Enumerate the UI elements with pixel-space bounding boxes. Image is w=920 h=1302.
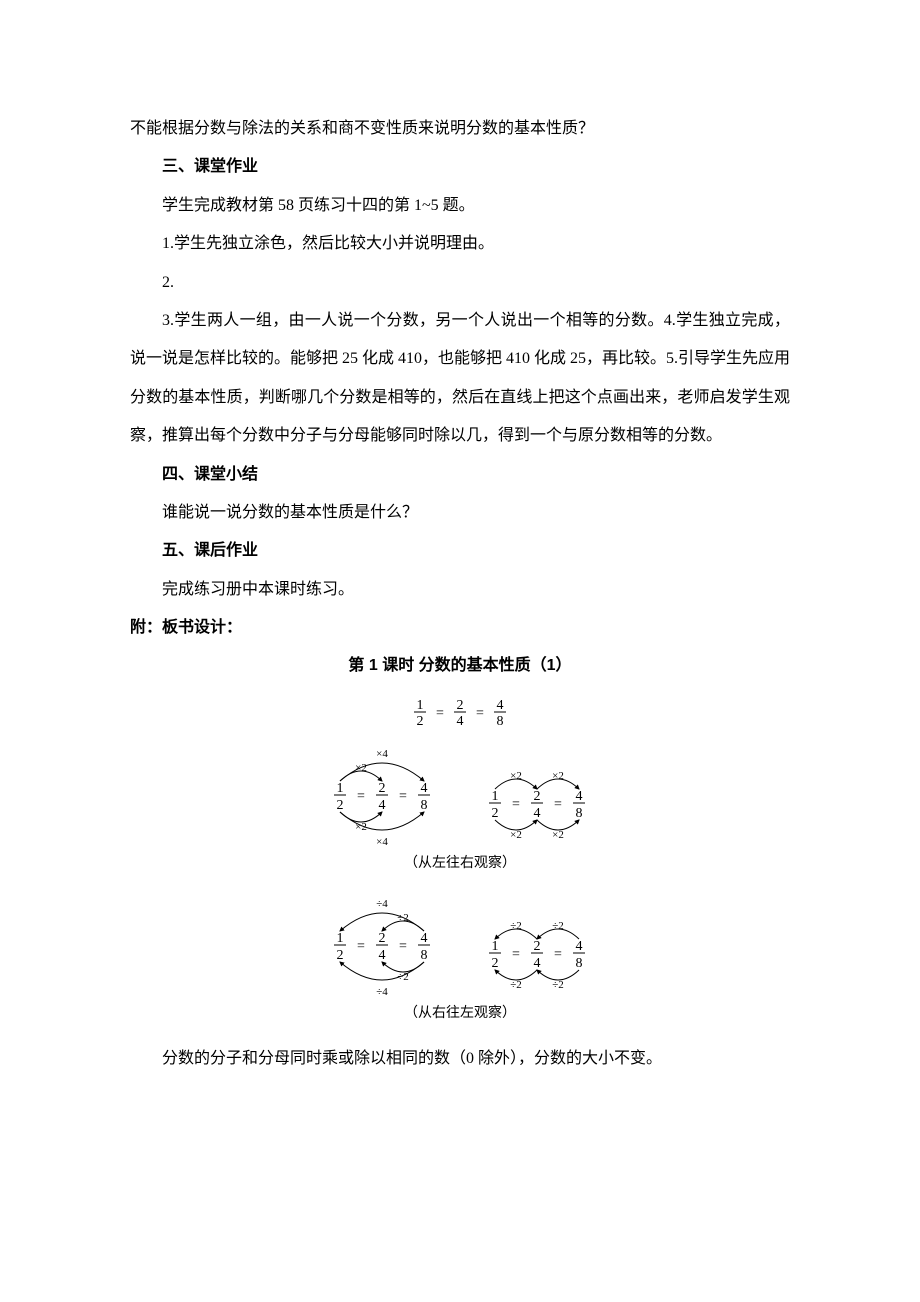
svg-text:÷4: ÷4	[376, 986, 388, 998]
svg-text:÷2: ÷2	[552, 979, 564, 991]
svg-text:4: 4	[534, 956, 541, 971]
svg-text:1: 1	[337, 781, 344, 796]
svg-text:4: 4	[576, 939, 583, 954]
svg-text:1: 1	[492, 789, 499, 804]
svg-text:=: =	[357, 939, 365, 954]
svg-text:4: 4	[379, 798, 386, 813]
svg-text:×2: ×2	[355, 762, 367, 774]
section-5-head: 五、课后作业	[130, 532, 790, 570]
svg-text:4: 4	[497, 698, 504, 713]
s3-line4: 3.学生两人一组，由一人说一个分数，另一个人说出一个相等的分数。4.学生独立完成…	[130, 302, 790, 456]
svg-text:1: 1	[492, 939, 499, 954]
svg-text:1: 1	[337, 931, 344, 946]
svg-text:8: 8	[576, 806, 583, 821]
svg-text:=: =	[554, 797, 562, 812]
para-continuation: 不能根据分数与除法的关系和商不变性质来说明分数的基本性质？	[130, 110, 790, 148]
svg-text:4: 4	[534, 806, 541, 821]
svg-text:8: 8	[497, 714, 504, 729]
svg-text:2: 2	[337, 798, 344, 813]
svg-text:×4: ×4	[376, 836, 388, 848]
svg-text:÷2: ÷2	[510, 979, 522, 991]
appendix-head: 附：板书设计：	[130, 609, 790, 647]
svg-text:2: 2	[337, 948, 344, 963]
s3-line2: 1.学生先独立涂色，然后比较大小并说明理由。	[130, 225, 790, 263]
svg-text:2: 2	[492, 806, 499, 821]
svg-text:=: =	[436, 706, 444, 721]
svg-text:×2: ×2	[510, 770, 522, 782]
svg-text:4: 4	[576, 789, 583, 804]
s3-line1: 学生完成教材第 58 页练习十四的第 1~5 题。	[130, 187, 790, 225]
svg-text:×2: ×2	[552, 829, 564, 841]
svg-text:2: 2	[534, 789, 541, 804]
svg-text:=: =	[476, 706, 484, 721]
section-4-head: 四、课堂小结	[130, 456, 790, 494]
svg-text:÷2: ÷2	[552, 920, 564, 932]
svg-text:÷4: ÷4	[376, 898, 388, 910]
fraction-diagram: 1 2 = 2 4 = 4 8	[290, 690, 630, 1030]
svg-text:1: 1	[417, 698, 424, 713]
s3-line3: 2.	[130, 264, 790, 302]
svg-text:÷2: ÷2	[510, 920, 522, 932]
svg-text:=: =	[399, 789, 407, 804]
svg-text:2: 2	[492, 956, 499, 971]
svg-text:=: =	[357, 789, 365, 804]
svg-text:÷2: ÷2	[397, 912, 409, 924]
svg-text:=: =	[554, 947, 562, 962]
svg-text:=: =	[399, 939, 407, 954]
svg-text:×4: ×4	[376, 748, 388, 760]
svg-text:4: 4	[457, 714, 464, 729]
s5-line1: 完成练习册中本课时练习。	[130, 571, 790, 609]
page: 不能根据分数与除法的关系和商不变性质来说明分数的基本性质？ 三、课堂作业 学生完…	[0, 0, 920, 1302]
svg-text:4: 4	[421, 931, 428, 946]
divide-block: 1 2 = 2 4 = 4 8	[334, 898, 585, 1021]
section-3-head: 三、课堂作业	[130, 148, 790, 186]
top-equation: 1 2 = 2 4 = 4 8	[414, 698, 506, 729]
svg-text:2: 2	[534, 939, 541, 954]
svg-text:（从右往左观察）: （从右往左观察）	[404, 1004, 516, 1021]
svg-text:2: 2	[379, 931, 386, 946]
svg-text:2: 2	[379, 781, 386, 796]
s4-line1: 谁能说一说分数的基本性质是什么？	[130, 494, 790, 532]
final-statement: 分数的分子和分母同时乘或除以相同的数（0 除外），分数的大小不变。	[130, 1040, 790, 1078]
svg-text:8: 8	[421, 948, 428, 963]
multiply-block: 1 2 = 2 4 = 4 8	[334, 748, 585, 871]
svg-text:2: 2	[417, 714, 424, 729]
board-title: 第 1 课时 分数的基本性质（1）	[130, 647, 790, 685]
svg-text:8: 8	[576, 956, 583, 971]
svg-text:4: 4	[421, 781, 428, 796]
svg-text:2: 2	[457, 698, 464, 713]
board-figure: 1 2 = 2 4 = 4 8	[130, 690, 790, 1034]
svg-text:×2: ×2	[552, 770, 564, 782]
svg-text:8: 8	[421, 798, 428, 813]
svg-text:=: =	[512, 797, 520, 812]
svg-text:×2: ×2	[510, 829, 522, 841]
svg-text:（从左往右观察）: （从左往右观察）	[404, 854, 516, 871]
svg-text:=: =	[512, 947, 520, 962]
svg-text:4: 4	[379, 948, 386, 963]
